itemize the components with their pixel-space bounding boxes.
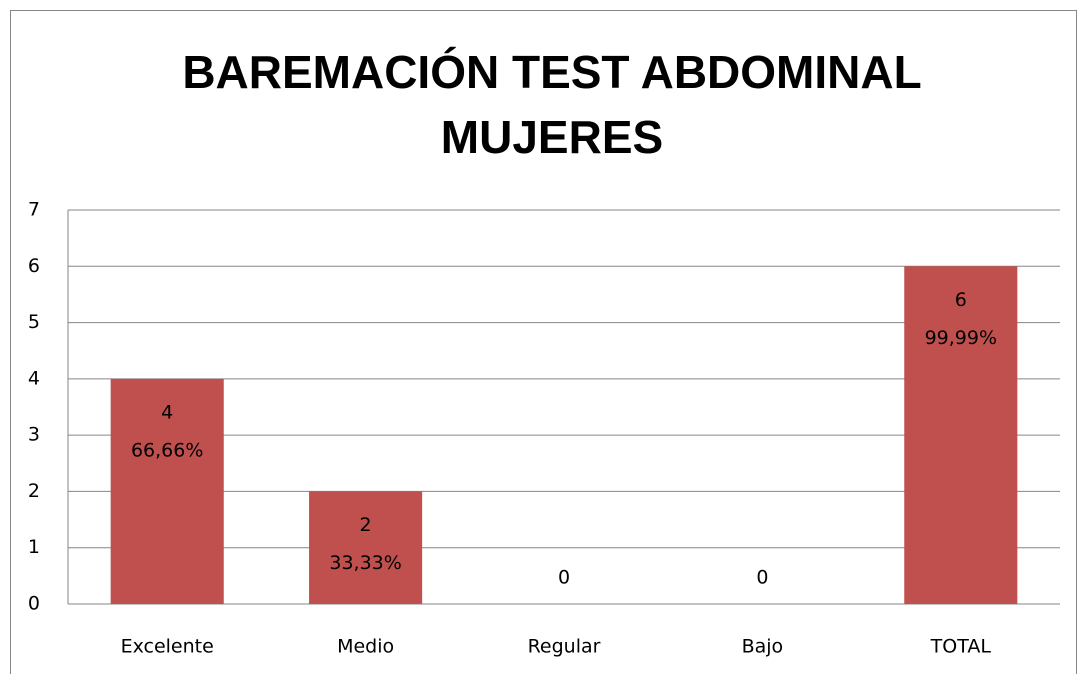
bar [904, 266, 1018, 604]
data-label: 2 [360, 514, 372, 536]
percent-label: 99,99% [925, 327, 997, 349]
y-tick-label: 3 [28, 424, 40, 446]
percent-label: 33,33% [329, 552, 401, 574]
x-tick-label: Excelente [121, 636, 214, 658]
y-tick-label: 6 [28, 255, 40, 277]
y-tick-label: 4 [28, 367, 40, 389]
chart-title: MUJERES [441, 111, 663, 163]
y-tick-label: 0 [28, 593, 40, 615]
data-label: 4 [161, 401, 173, 423]
x-tick-label: TOTAL [930, 636, 992, 658]
data-label: 0 [756, 567, 768, 589]
x-tick-label: Medio [337, 636, 394, 658]
y-tick-label: 2 [28, 480, 40, 502]
y-tick-label: 7 [28, 199, 40, 221]
bar [110, 378, 224, 604]
y-tick-label: 1 [28, 536, 40, 558]
chart-title: BAREMACIÓN TEST ABDOMINAL [182, 46, 921, 98]
data-label: 0 [558, 567, 570, 589]
data-label: 6 [955, 289, 967, 311]
bar [309, 491, 423, 604]
x-tick-label: Bajo [742, 636, 784, 658]
y-tick-label: 5 [28, 311, 40, 333]
percent-label: 66,66% [131, 439, 203, 461]
x-tick-label: Regular [528, 636, 601, 658]
